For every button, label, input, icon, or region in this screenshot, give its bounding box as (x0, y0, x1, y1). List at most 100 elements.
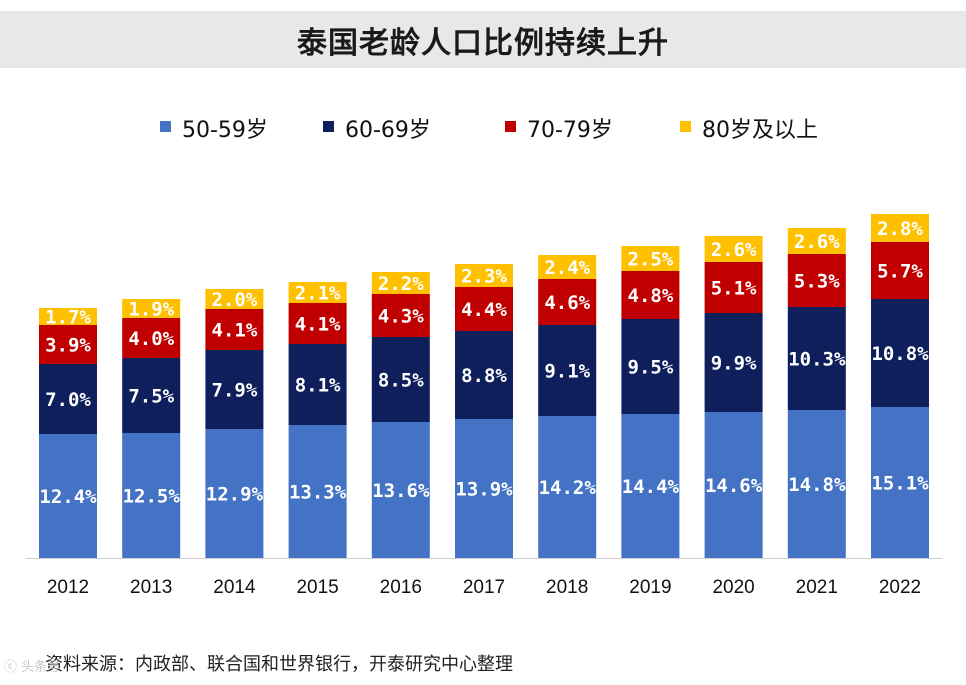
legend-label-2: 60-69岁 (345, 118, 431, 143)
bar-segment (455, 264, 513, 287)
data-label: 2.3% (461, 266, 507, 288)
bar-segment (787, 254, 846, 307)
data-label: 7.0% (45, 389, 91, 411)
data-label: 10.3% (788, 349, 846, 371)
bar-segment (205, 429, 264, 558)
data-label: 14.2% (539, 477, 597, 499)
data-label: 12.9% (206, 484, 264, 506)
legend-label-1: 50-59岁 (182, 118, 268, 143)
bar-segment (455, 331, 513, 419)
x-tick-label: 2016 (380, 577, 422, 598)
data-label: 2.0% (212, 289, 258, 311)
bar-segment (787, 228, 846, 254)
data-label: 4.6% (544, 292, 590, 314)
bar-segment (371, 422, 430, 558)
data-label: 14.8% (788, 474, 846, 496)
data-label: 4.3% (378, 306, 424, 328)
legend-label-4: 80岁及以上 (702, 118, 818, 143)
bar-segment (288, 425, 347, 558)
bar-segment (122, 433, 181, 558)
bar-segment (704, 262, 763, 313)
legend-swatch-4 (680, 121, 691, 132)
bar-segment (39, 434, 97, 558)
data-label: 2.2% (378, 273, 424, 295)
source-note: 资料来源：内政部、联合国和世界银行，开泰研究中心整理 (45, 654, 513, 675)
data-label: 2.8% (877, 218, 923, 240)
data-label: 4.8% (628, 285, 674, 307)
data-label: 9.5% (628, 357, 674, 379)
legend-swatch-3 (505, 121, 516, 132)
bar-segment (621, 246, 680, 271)
bar-segment (538, 416, 597, 558)
data-label: 4.4% (461, 299, 507, 321)
data-label: 1.7% (45, 307, 91, 329)
data-label: 2.6% (711, 239, 757, 261)
bar-segment (455, 287, 513, 331)
data-label: 4.0% (128, 328, 174, 350)
bar-segment (621, 319, 680, 414)
bar-segment (871, 242, 929, 299)
bar-segment (205, 350, 264, 429)
data-label: 8.1% (295, 375, 341, 397)
data-label: 14.4% (622, 476, 680, 498)
data-label: 5.3% (794, 271, 840, 293)
x-tick-label: 2022 (879, 577, 921, 598)
data-label: 4.1% (212, 320, 258, 342)
data-label: 1.9% (128, 299, 174, 321)
legend-label-3: 70-79岁 (527, 118, 613, 143)
legend-swatch-1 (160, 121, 171, 132)
data-label: 2.1% (295, 283, 341, 305)
bar-segment (704, 236, 763, 262)
bar-segment (39, 308, 97, 325)
title-bar: 泰国老龄人口比例持续上升 (0, 11, 966, 68)
bar-segment (371, 272, 430, 294)
bar-segment (39, 325, 97, 364)
bar-segment (371, 337, 430, 422)
data-label: 7.9% (212, 380, 258, 402)
bar-segment (538, 325, 597, 416)
data-label: 12.4% (39, 486, 97, 508)
x-tick-label: 2017 (463, 577, 505, 598)
bar-segment (205, 309, 264, 350)
x-tick-label: 2019 (629, 577, 671, 598)
bar-segment (871, 299, 929, 407)
x-tick-label: 2020 (712, 577, 754, 598)
data-label: 5.7% (877, 261, 923, 283)
data-label: 9.9% (711, 353, 757, 375)
data-label: 2.6% (794, 231, 840, 253)
data-label: 14.6% (705, 475, 763, 497)
x-tick-label: 2018 (546, 577, 588, 598)
data-label: 12.5% (123, 486, 181, 508)
bar-segment (538, 279, 597, 325)
data-label: 15.1% (871, 473, 929, 495)
watermark: ⓒ 头条号 (4, 660, 61, 675)
data-label: 3.9% (45, 335, 91, 357)
data-label: 5.1% (711, 278, 757, 300)
x-tick-label: 2013 (130, 577, 172, 598)
bar-segment (871, 214, 929, 242)
bar-segment (371, 294, 430, 337)
x-tick-label: 2012 (47, 577, 89, 598)
bar-segment (122, 299, 181, 318)
bar-segment (787, 307, 846, 410)
bar-segment (39, 364, 97, 434)
chart-title: 泰国老龄人口比例持续上升 (297, 25, 669, 61)
bar-segment (787, 410, 846, 558)
bar-segment (455, 419, 513, 558)
data-label: 2.5% (628, 249, 674, 271)
bar-segment (704, 412, 763, 558)
data-label: 7.5% (128, 386, 174, 408)
data-label: 8.5% (378, 370, 424, 392)
bar-segment (621, 271, 680, 319)
data-label: 13.9% (455, 479, 513, 501)
data-label: 2.4% (544, 257, 590, 279)
bar-segment (205, 289, 264, 309)
bar-segment (871, 407, 929, 558)
bar-segment (704, 313, 763, 412)
x-tick-label: 2014 (213, 577, 256, 598)
x-tick-label: 2021 (796, 577, 838, 598)
bar-segment (288, 303, 347, 344)
bar-segment (122, 358, 181, 433)
bar-segment (538, 255, 597, 279)
